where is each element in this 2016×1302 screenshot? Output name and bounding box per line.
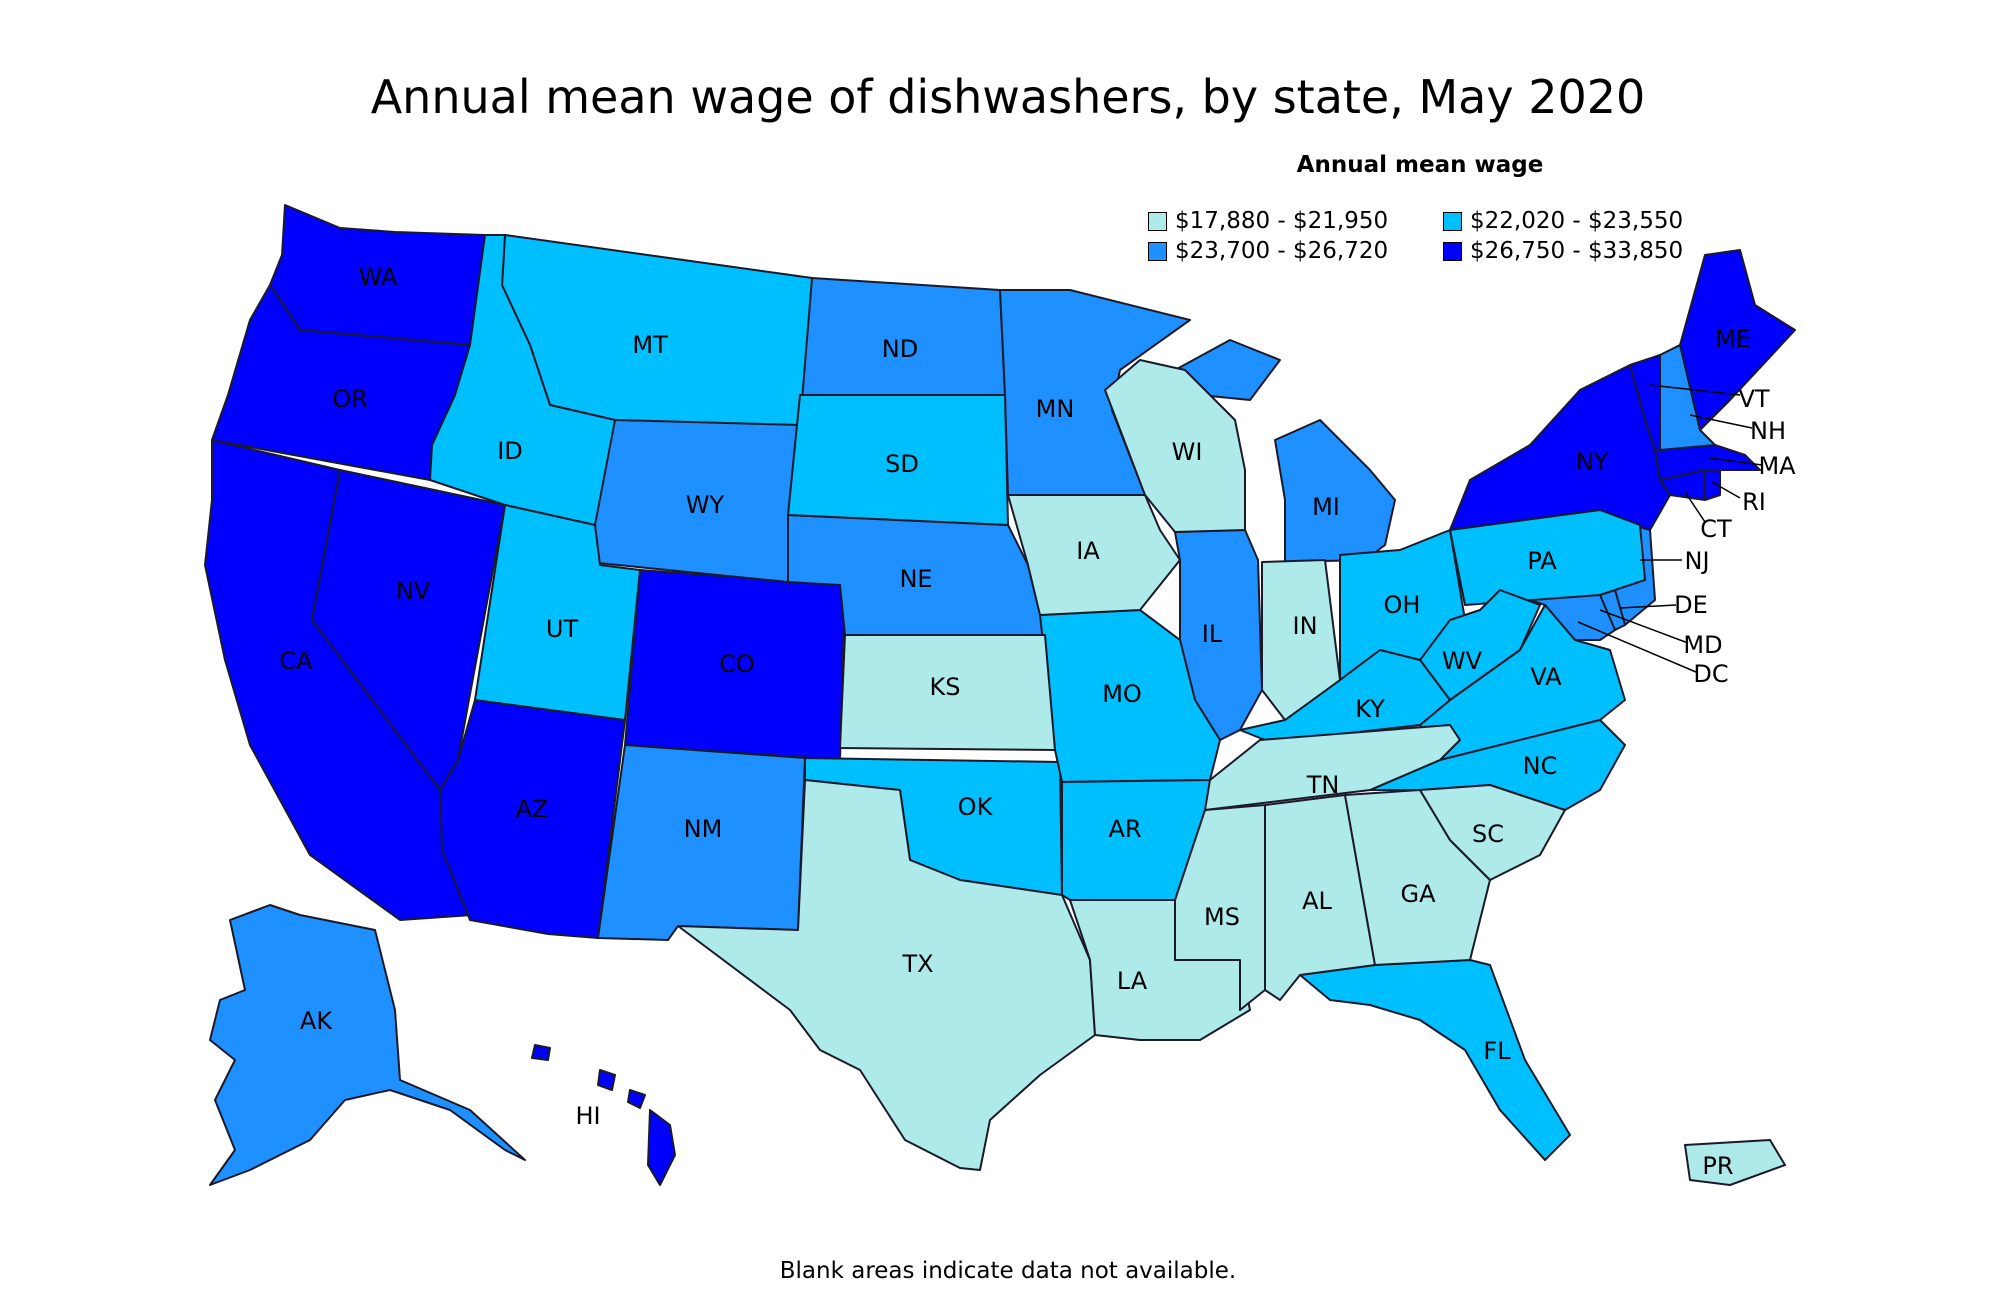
legend-item-bin-3: $23,700 - $26,720 — [1148, 238, 1388, 264]
state-label-wa: WA — [359, 263, 398, 291]
state-nh — [1659, 344, 1716, 451]
leader-line-ri — [1711, 481, 1741, 499]
leader-line-vt — [1649, 384, 1741, 396]
state-label-ok: OK — [958, 793, 994, 821]
state-label-ky: KY — [1355, 695, 1385, 723]
state-label-il: IL — [1202, 620, 1223, 648]
legend-label: $22,020 - $23,550 — [1470, 208, 1684, 234]
state-label-mn: MN — [1036, 395, 1075, 423]
state-label-nh: NH — [1750, 417, 1786, 445]
state-sc — [1419, 784, 1566, 881]
state-tn — [1204, 724, 1461, 811]
state-label-co: CO — [719, 650, 755, 678]
state-sd — [787, 394, 1009, 526]
legend-swatch — [1148, 241, 1167, 261]
legend-label: $23,700 - $26,720 — [1175, 238, 1389, 264]
state-tx — [677, 779, 1096, 1171]
state-label-or: OR — [332, 385, 368, 413]
state-label-vt: VT — [1738, 385, 1769, 413]
state-label-ut: UT — [546, 615, 579, 643]
state-label-pa: PA — [1527, 547, 1557, 575]
state-label-ar: AR — [1108, 815, 1141, 843]
state-label-nd: ND — [882, 335, 918, 363]
state-label-md: MD — [1683, 631, 1722, 659]
state-label-ia: IA — [1076, 537, 1100, 565]
state-label-ms: MS — [1204, 903, 1240, 931]
legend-title: Annual mean wage — [1296, 152, 1544, 178]
state-pa — [1449, 509, 1646, 606]
legend-swatch — [1443, 211, 1462, 231]
state-label-al: AL — [1302, 887, 1332, 915]
state-label-oh: OH — [1384, 591, 1421, 619]
state-label-ri: RI — [1742, 488, 1766, 516]
leader-line-dc — [1577, 621, 1697, 673]
state-label-dc: DC — [1693, 660, 1728, 688]
state-label-ak: AK — [300, 1007, 333, 1035]
state-hi — [531, 1044, 676, 1186]
state-ut — [474, 504, 641, 721]
state-label-mo: MO — [1102, 680, 1142, 708]
state-label-nm: NM — [684, 815, 723, 843]
state-me — [1679, 249, 1796, 431]
legend-swatch — [1443, 241, 1462, 261]
leader-line-ma — [1709, 457, 1763, 466]
state-az — [439, 699, 626, 939]
state-label-pr: PR — [1702, 1152, 1733, 1180]
leader-line-de — [1619, 604, 1677, 609]
state-ks — [839, 634, 1056, 751]
state-label-la: LA — [1117, 967, 1148, 995]
state-label-nv: NV — [396, 577, 431, 605]
state-label-me: ME — [1715, 325, 1751, 353]
state-label-ny: NY — [1576, 448, 1609, 476]
state-label-de: DE — [1674, 591, 1708, 619]
state-ia — [1007, 494, 1181, 616]
state-label-wi: WI — [1172, 438, 1203, 466]
state-ak — [209, 904, 526, 1186]
state-label-va: VA — [1530, 663, 1562, 691]
state-label-fl: FL — [1483, 1037, 1511, 1065]
state-label-mt: MT — [632, 331, 668, 359]
legend-label: $26,750 - $33,850 — [1470, 238, 1684, 264]
map-title: Annual mean wage of dishwashers, by stat… — [370, 70, 1646, 124]
legend-item-bin-4: $26,750 - $33,850 — [1443, 238, 1683, 264]
state-label-in: IN — [1292, 612, 1317, 640]
legend-item-bin-1: $17,880 - $21,950 — [1148, 208, 1388, 234]
legend-item-bin-2: $22,020 - $23,550 — [1443, 208, 1683, 234]
state-label-nj: NJ — [1684, 547, 1709, 575]
state-label-wv: WV — [1442, 647, 1483, 675]
state-label-tx: TX — [901, 950, 933, 978]
state-label-ga: GA — [1400, 880, 1436, 908]
state-label-tn: TN — [1306, 771, 1340, 799]
leader-line-ct — [1684, 491, 1706, 523]
state-label-wy: WY — [686, 491, 725, 519]
leader-line-nh — [1689, 414, 1753, 429]
state-il — [1174, 529, 1263, 741]
state-label-ma: MA — [1758, 452, 1796, 480]
state-fl — [1299, 959, 1571, 1161]
state-mo — [1039, 609, 1221, 783]
legend-label: $17,880 - $21,950 — [1175, 208, 1389, 234]
state-label-ct: CT — [1700, 515, 1732, 543]
legend-swatch — [1148, 211, 1167, 231]
state-in — [1261, 559, 1341, 721]
state-wi — [1104, 359, 1246, 533]
state-label-sc: SC — [1472, 820, 1504, 848]
footnote: Blank areas indicate data not available. — [779, 1258, 1237, 1284]
state-label-ks: KS — [930, 673, 961, 701]
state-label-hi: HI — [575, 1102, 600, 1130]
state-label-id: ID — [497, 437, 523, 465]
state-label-ne: NE — [899, 565, 932, 593]
state-label-az: AZ — [516, 795, 549, 823]
state-mt — [501, 234, 813, 426]
state-ri — [1704, 469, 1721, 501]
state-pr — [1684, 1139, 1786, 1186]
state-label-mi: MI — [1312, 493, 1340, 521]
state-label-sd: SD — [885, 450, 919, 478]
leader-line-md — [1599, 609, 1689, 644]
state-label-ca: CA — [279, 647, 313, 675]
state-label-nc: NC — [1523, 752, 1558, 780]
